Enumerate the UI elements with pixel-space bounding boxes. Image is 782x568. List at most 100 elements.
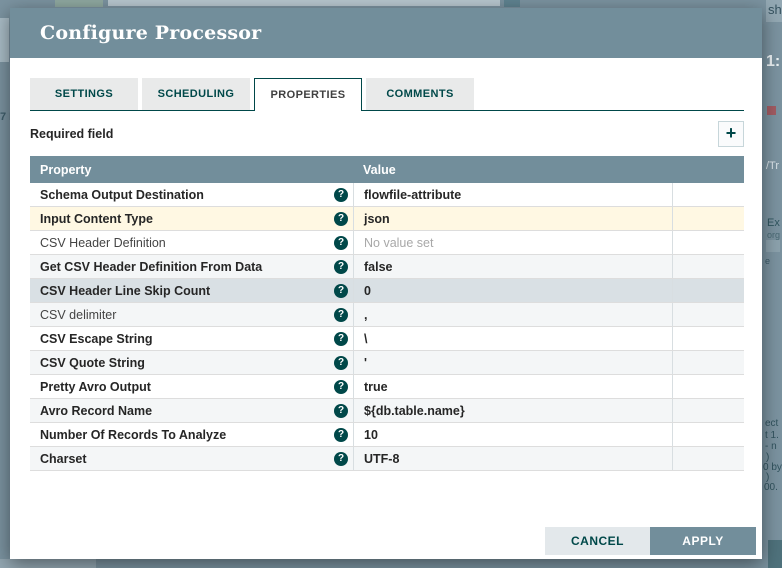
property-value[interactable]: ' <box>353 351 672 374</box>
table-row[interactable]: Input Content Type?json <box>30 207 744 231</box>
help-icon[interactable]: ? <box>334 212 348 226</box>
table-row[interactable]: CSV Header Definition?No value set <box>30 231 744 255</box>
tab-settings[interactable]: SETTINGS <box>30 78 138 110</box>
property-cell: CSV Header Definition? <box>30 231 353 254</box>
property-cell: Schema Output Destination? <box>30 183 353 206</box>
background-text-fragment: Ex <box>767 218 780 229</box>
help-icon[interactable]: ? <box>334 308 348 322</box>
plus-icon: + <box>726 123 737 144</box>
background-text-fragment: /Tr <box>766 161 779 172</box>
property-value[interactable]: 0 <box>353 279 672 302</box>
property-value[interactable]: ${db.table.name} <box>353 399 672 422</box>
row-extra-cell <box>672 327 744 350</box>
property-value[interactable]: No value set <box>353 231 672 254</box>
help-icon[interactable]: ? <box>334 260 348 274</box>
property-cell: CSV Header Line Skip Count? <box>30 279 353 302</box>
background-patch <box>0 18 9 62</box>
properties-table: Property Value Schema Output Destination… <box>30 156 744 471</box>
property-name: Number Of Records To Analyze <box>40 428 334 442</box>
background-text-fragment: 1: <box>766 54 780 70</box>
background-patch <box>767 106 776 115</box>
help-icon[interactable]: ? <box>334 332 348 346</box>
background-patch <box>766 240 780 252</box>
property-name: CSV delimiter <box>40 308 334 322</box>
background-text-fragment: t 1. <box>765 431 779 441</box>
background-patch <box>108 0 500 6</box>
property-name: Pretty Avro Output <box>40 380 334 394</box>
property-cell: Get CSV Header Definition From Data? <box>30 255 353 278</box>
row-extra-cell <box>672 231 744 254</box>
table-row[interactable]: CSV Escape String?\ <box>30 327 744 351</box>
tab-properties[interactable]: PROPERTIES <box>254 78 362 111</box>
add-property-button[interactable]: + <box>718 121 744 147</box>
configure-processor-dialog: Configure Processor SETTINGSSCHEDULINGPR… <box>10 8 762 559</box>
help-icon[interactable]: ? <box>334 188 348 202</box>
property-value[interactable]: \ <box>353 327 672 350</box>
row-extra-cell <box>672 207 744 230</box>
background-text-fragment: 00. <box>764 483 778 493</box>
help-icon[interactable]: ? <box>334 452 348 466</box>
table-row[interactable]: CSV Quote String?' <box>30 351 744 375</box>
background-text-fragment: sh <box>768 3 782 16</box>
row-extra-cell <box>672 183 744 206</box>
property-cell: CSV Escape String? <box>30 327 353 350</box>
apply-button[interactable]: APPLY <box>650 527 756 555</box>
row-extra-cell <box>672 447 744 470</box>
table-header: Property Value <box>30 156 744 183</box>
help-icon[interactable]: ? <box>334 404 348 418</box>
row-extra-cell <box>672 303 744 326</box>
row-extra-cell <box>672 375 744 398</box>
background-patch <box>55 0 103 7</box>
row-extra-cell <box>672 399 744 422</box>
help-icon[interactable]: ? <box>334 380 348 394</box>
property-value[interactable]: false <box>353 255 672 278</box>
background-text-fragment: ect <box>765 419 778 429</box>
tab-comments[interactable]: COMMENTS <box>366 78 474 110</box>
help-icon[interactable]: ? <box>334 428 348 442</box>
property-value[interactable]: true <box>353 375 672 398</box>
background-text-fragment: e <box>765 257 770 266</box>
row-extra-cell <box>672 423 744 446</box>
property-name: CSV Header Definition <box>40 236 334 250</box>
property-name: CSV Header Line Skip Count <box>40 284 334 298</box>
property-cell: Number Of Records To Analyze? <box>30 423 353 446</box>
table-rows: Schema Output Destination?flowfile-attri… <box>30 183 744 471</box>
table-row[interactable]: CSV Header Line Skip Count?0 <box>30 279 744 303</box>
table-row[interactable]: Pretty Avro Output?true <box>30 375 744 399</box>
property-value[interactable]: , <box>353 303 672 326</box>
help-icon[interactable]: ? <box>334 284 348 298</box>
dialog-titlebar: Configure Processor <box>10 8 762 58</box>
required-field-label: Required field <box>30 127 113 141</box>
property-value[interactable]: UTF-8 <box>353 447 672 470</box>
tabs: SETTINGSSCHEDULINGPROPERTIESCOMMENTS <box>30 78 744 111</box>
tab-scheduling[interactable]: SCHEDULING <box>142 78 250 110</box>
background-patch <box>0 559 96 568</box>
table-row[interactable]: Avro Record Name?${db.table.name} <box>30 399 744 423</box>
row-extra-cell <box>672 351 744 374</box>
table-row[interactable]: Number Of Records To Analyze?10 <box>30 423 744 447</box>
property-cell: Pretty Avro Output? <box>30 375 353 398</box>
property-value[interactable]: 10 <box>353 423 672 446</box>
property-name: Charset <box>40 452 334 466</box>
required-field-row: Required field + <box>30 120 744 148</box>
dialog-footer: CANCEL APPLY <box>545 527 756 555</box>
property-cell: Avro Record Name? <box>30 399 353 422</box>
table-row[interactable]: Schema Output Destination?flowfile-attri… <box>30 183 744 207</box>
property-name: Get CSV Header Definition From Data <box>40 260 334 274</box>
dialog-title: Configure Processor <box>40 22 261 44</box>
value-column-header: Value <box>353 163 396 177</box>
row-extra-cell <box>672 255 744 278</box>
property-value[interactable]: flowfile-attribute <box>353 183 672 206</box>
cancel-button[interactable]: CANCEL <box>545 527 650 555</box>
background-patch <box>768 540 782 568</box>
table-row[interactable]: Charset?UTF-8 <box>30 447 744 471</box>
table-row[interactable]: Get CSV Header Definition From Data?fals… <box>30 255 744 279</box>
table-row[interactable]: CSV delimiter?, <box>30 303 744 327</box>
help-icon[interactable]: ? <box>334 356 348 370</box>
help-icon[interactable]: ? <box>334 236 348 250</box>
property-value[interactable]: json <box>353 207 672 230</box>
property-cell: Input Content Type? <box>30 207 353 230</box>
property-name: Input Content Type <box>40 212 334 226</box>
background-text-fragment: - n <box>765 442 777 452</box>
property-cell: Charset? <box>30 447 353 470</box>
